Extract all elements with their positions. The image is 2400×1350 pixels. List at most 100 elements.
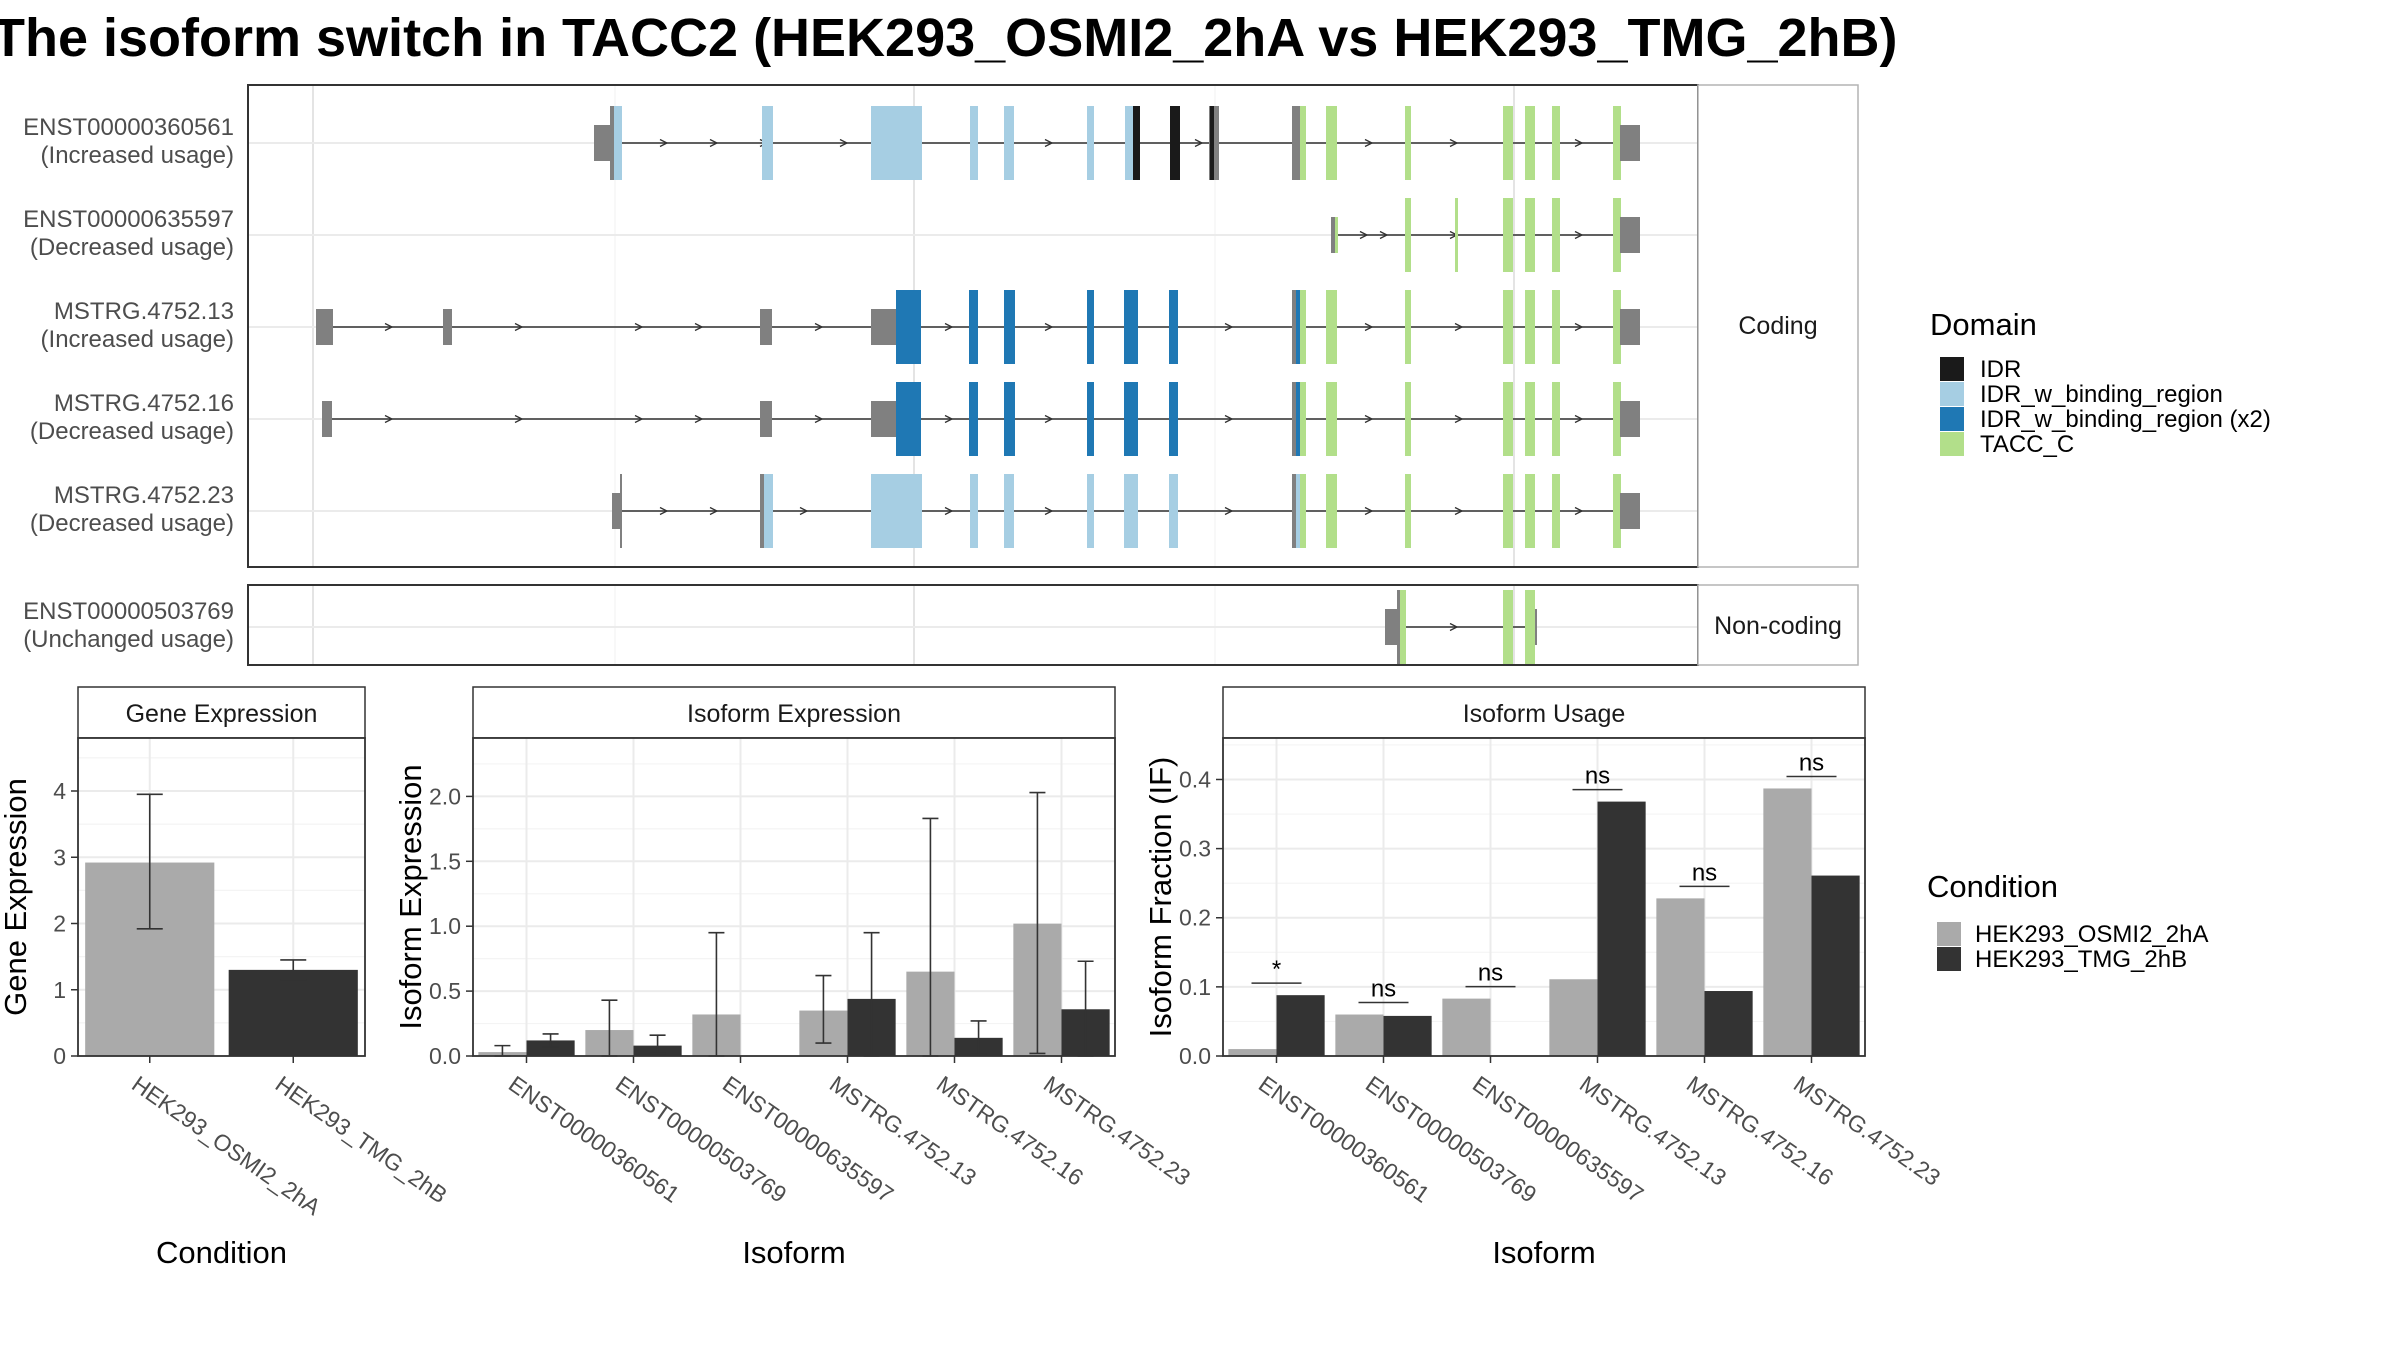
exon-block <box>1296 474 1300 548</box>
exon-block <box>969 290 978 364</box>
bar-panel: Gene Expression01234HEK293_OSMI2_2hAHEK2… <box>0 686 452 1270</box>
exon-block <box>1525 290 1535 364</box>
transcript-id-label: MSTRG.4752.13 <box>54 298 234 325</box>
exon-block <box>1503 290 1513 364</box>
direction-arrow <box>1364 138 1374 148</box>
significance-label: ns <box>1371 976 1396 1003</box>
y-tick-label: 3 <box>53 844 66 870</box>
direction-arrow <box>944 322 954 332</box>
exon-block <box>1620 401 1640 437</box>
exon-block <box>1331 217 1335 253</box>
exon-block <box>1087 382 1094 456</box>
plot-frame <box>1222 737 1866 1057</box>
y-tick-label: 0 <box>53 1043 66 1069</box>
exon-block <box>1300 290 1306 364</box>
bar <box>1335 1014 1384 1056</box>
exon-block <box>871 474 922 548</box>
direction-arrow <box>709 138 719 148</box>
bar <box>1811 875 1860 1056</box>
exon-block <box>1405 106 1411 180</box>
y-tick-label: 0.2 <box>1179 905 1211 931</box>
x-axis-title: Condition <box>156 1235 287 1270</box>
domain-legend-swatch <box>1940 382 1964 406</box>
direction-arrow <box>1574 414 1584 424</box>
direction-arrow <box>659 506 669 516</box>
direction-arrow <box>1574 138 1584 148</box>
figure-title: The isoform switch in TACC2 (HEK293_OSMI… <box>0 8 1897 68</box>
exon-block <box>1335 217 1338 253</box>
exon-block <box>1503 198 1513 272</box>
exon-block <box>1613 382 1621 456</box>
y-tick-label: 1 <box>53 977 66 1003</box>
exon-block <box>1169 474 1178 548</box>
exon-block <box>1124 474 1138 548</box>
y-tick-label: 0.3 <box>1179 836 1211 862</box>
bar <box>1228 1049 1277 1056</box>
exon-block <box>1004 474 1014 548</box>
exon-block <box>614 106 622 180</box>
exon-block <box>1525 590 1535 664</box>
domain-legend-label: IDR_w_binding_region (x2) <box>1980 406 2271 433</box>
exon-block <box>1552 474 1560 548</box>
y-tick-label: 2.0 <box>429 783 461 809</box>
condition-legend-swatch <box>1937 947 1961 971</box>
panel-strip <box>472 686 1116 739</box>
exon-block <box>1503 474 1513 548</box>
significance-label: * <box>1272 956 1281 983</box>
direction-arrow <box>1454 414 1464 424</box>
exon-block <box>1400 590 1406 664</box>
exon-block <box>1210 106 1214 180</box>
plot-frame <box>472 737 1116 1057</box>
panel-strip <box>77 686 366 739</box>
plot-frame <box>77 737 366 1057</box>
exon-block <box>1087 106 1094 180</box>
bar <box>228 969 358 1056</box>
exon-block <box>1405 474 1411 548</box>
transcript-structure-panel: ENST00000360561(Increased usage)ENST0000… <box>23 84 1859 666</box>
direction-arrow <box>1449 622 1459 632</box>
direction-arrow <box>1044 322 1054 332</box>
exon-block <box>594 125 612 161</box>
exon-block <box>1613 106 1621 180</box>
exon-block <box>1620 217 1640 253</box>
panel-title: Gene Expression <box>126 700 318 728</box>
direction-arrow <box>384 322 394 332</box>
noncoding-strip-label: Non-coding <box>1714 612 1842 640</box>
exon-block <box>1300 474 1306 548</box>
coding-strip <box>1697 84 1859 568</box>
exon-block <box>612 493 620 529</box>
transcript-usage-label: (Increased usage) <box>41 326 234 353</box>
y-tick-label: 0.0 <box>1179 1043 1211 1069</box>
transcript-id-label: ENST00000503769 <box>23 598 234 625</box>
condition-legend-swatch <box>1937 922 1961 946</box>
exon-block <box>970 106 978 180</box>
direction-arrow <box>1224 414 1234 424</box>
exon-block <box>1503 382 1513 456</box>
domain-legend-swatch <box>1940 357 1964 381</box>
exon-block <box>760 309 772 345</box>
exon-block <box>760 401 772 437</box>
exon-block <box>896 382 921 456</box>
bar-chart-panels: Gene Expression01234HEK293_OSMI2_2hAHEK2… <box>0 686 1945 1270</box>
bar <box>526 1040 575 1056</box>
exon-block <box>1326 474 1337 548</box>
direction-arrow <box>1449 138 1459 148</box>
condition-legend-title: Condition <box>1927 869 2058 904</box>
direction-arrow <box>1359 230 1369 240</box>
direction-arrow <box>1454 322 1464 332</box>
direction-arrow <box>514 414 524 424</box>
exon-block <box>1525 474 1535 548</box>
direction-arrow <box>1379 230 1389 240</box>
exon-block <box>1326 382 1337 456</box>
exon-block <box>322 401 332 437</box>
direction-arrow <box>1364 414 1374 424</box>
exon-block <box>1405 290 1411 364</box>
exon-block <box>1455 198 1458 272</box>
y-axis-title: Isoform Fraction (IF) <box>1143 757 1178 1038</box>
bar <box>1763 788 1812 1056</box>
direction-arrow <box>839 138 849 148</box>
exon-block <box>1525 198 1535 272</box>
exon-block <box>1503 106 1513 180</box>
x-tick-label: ENST00000360561 <box>1254 1071 1434 1208</box>
exon-block <box>1300 106 1306 180</box>
